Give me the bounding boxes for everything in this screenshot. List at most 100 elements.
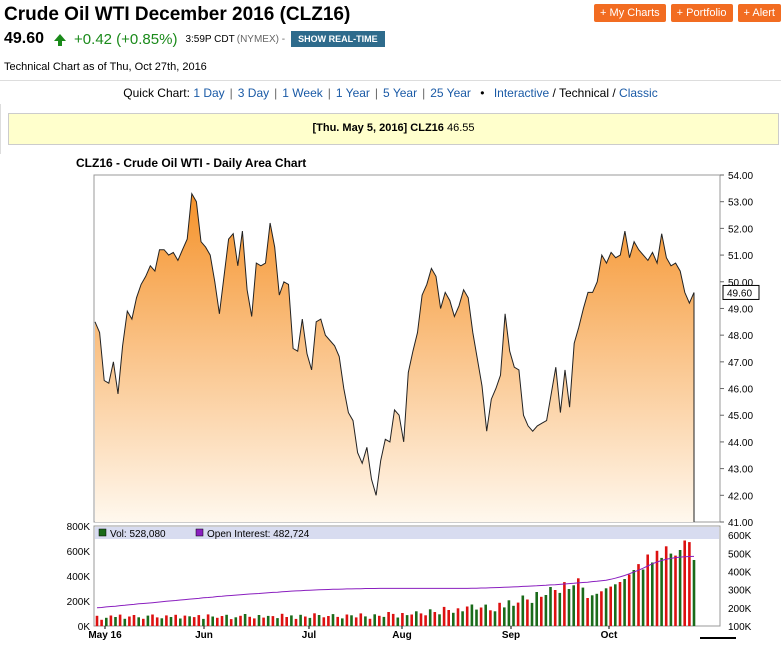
volume-bar (465, 606, 469, 626)
volume-bar (239, 615, 242, 627)
volume-bar (410, 614, 413, 626)
volume-bar (567, 589, 571, 626)
volume-bar (322, 617, 326, 627)
quote-time: 3:59P CDT (185, 33, 235, 45)
volume-bar (669, 553, 673, 626)
top-action-buttons: + My Charts + Portfolio + Alert (594, 4, 781, 22)
volume-bar (341, 618, 344, 626)
open-interest-line (96, 555, 695, 609)
range-1-year[interactable]: 1 Year (335, 86, 370, 100)
portfolio-button[interactable]: + Portfolio (670, 4, 733, 22)
volume-bar (553, 590, 557, 626)
volume-bar (614, 584, 617, 627)
volume-bar (146, 615, 150, 626)
volume-bar (248, 616, 251, 627)
y-tick-label: 41.00 (728, 518, 753, 529)
alert-button[interactable]: + Alert (737, 4, 781, 22)
volume-bar (294, 618, 298, 626)
volume-bar (600, 591, 603, 627)
volume-bar (424, 615, 427, 627)
volume-bar (225, 614, 228, 627)
range-3-day[interactable]: 3 Day (237, 86, 270, 100)
volume-bar (276, 618, 279, 626)
volume-bar (266, 615, 270, 626)
volume-bar (637, 564, 640, 626)
volume-bar (169, 617, 173, 626)
volume-bar (651, 562, 654, 626)
volume-bar (192, 617, 196, 626)
volume-bar (202, 618, 205, 626)
volume-bar (447, 610, 450, 626)
volume-bar (313, 613, 316, 627)
volume-bar (692, 560, 696, 626)
volume-bar (563, 582, 566, 626)
volume-bar (484, 604, 487, 626)
volume-bar (118, 614, 122, 626)
volume-bar (405, 615, 409, 626)
volume-bar (507, 600, 511, 627)
volume-bar (456, 608, 460, 627)
volume-tick-label: 0K (78, 622, 91, 633)
volume-bar (512, 605, 515, 627)
exchange-label: (NYMEX) - (236, 33, 286, 45)
volume-bar (438, 614, 441, 627)
volume-bar (354, 617, 358, 626)
legend-oi-swatch (195, 528, 204, 537)
my-charts-button[interactable]: + My Charts (594, 4, 666, 22)
volume-bar (461, 611, 464, 627)
volume-bar (577, 578, 580, 627)
oi-tick-label: 100K (728, 622, 752, 633)
x-tick-label: Oct (601, 630, 618, 641)
volume-bar (641, 569, 645, 626)
volume-bar (433, 612, 437, 626)
volume-bar (336, 616, 339, 626)
range-1-day[interactable]: 1 Day (193, 86, 225, 100)
y-tick-label: 45.00 (728, 411, 753, 422)
volume-bar (526, 599, 529, 626)
mode-classic[interactable]: Classic (619, 86, 658, 100)
volume-bar (475, 609, 478, 626)
legend-volume-label: Vol: 528,080 (110, 529, 166, 540)
tooltip-box: [Thu. May 5, 2016] CLZ16 46.55 (8, 113, 779, 145)
volume-tick-label: 200K (67, 597, 91, 608)
x-tick-label: Sep (502, 630, 520, 641)
volume-bar (660, 557, 663, 626)
volume-bar (271, 616, 275, 626)
last-price-marker (722, 284, 760, 300)
volume-bar (572, 585, 575, 627)
y-tick-label: 54.00 (728, 171, 753, 182)
show-real-time-button[interactable]: SHOW REAL-TIME (291, 31, 385, 47)
range-25-year[interactable]: 25 Year (430, 86, 471, 100)
range-1-week[interactable]: 1 Week (282, 86, 323, 100)
quick-chart-bar: Quick Chart: 1 Day | 3 Day | 1 Week | 1 Year | 5… (123, 86, 658, 100)
volume-bar (516, 602, 520, 626)
volume-bar (174, 614, 177, 627)
up-arrow-icon (54, 33, 67, 46)
volume-bar (179, 618, 182, 626)
oi-tick-label: 200K (728, 604, 752, 615)
volume-bar (299, 614, 302, 627)
x-tick-label: May 16 (88, 630, 122, 641)
mode-interactive[interactable]: Interactive (493, 86, 550, 100)
volume-tick-label: 600K (67, 547, 91, 558)
range-5-year[interactable]: 5 Year (383, 86, 418, 100)
x-tick-label: Aug (392, 630, 411, 641)
y-tick-label: 50.00 (728, 278, 753, 289)
volume-bar (521, 595, 525, 626)
volume-bar (183, 615, 187, 626)
last-price-marker-label: 49.60 (727, 288, 752, 299)
volume-bar (442, 606, 446, 626)
volume-bar (317, 615, 321, 626)
volume-bar (100, 619, 103, 627)
volume-bar (549, 587, 552, 626)
volume-bar (109, 615, 113, 626)
volume-bar (581, 587, 585, 626)
volume-tick-label: 400K (67, 572, 91, 583)
volume-bar (391, 613, 395, 626)
volume-bar (229, 619, 233, 626)
volume-bar (558, 592, 562, 626)
volume-bar (151, 614, 154, 626)
volume-bar (415, 611, 418, 627)
volume-bar (664, 546, 668, 627)
